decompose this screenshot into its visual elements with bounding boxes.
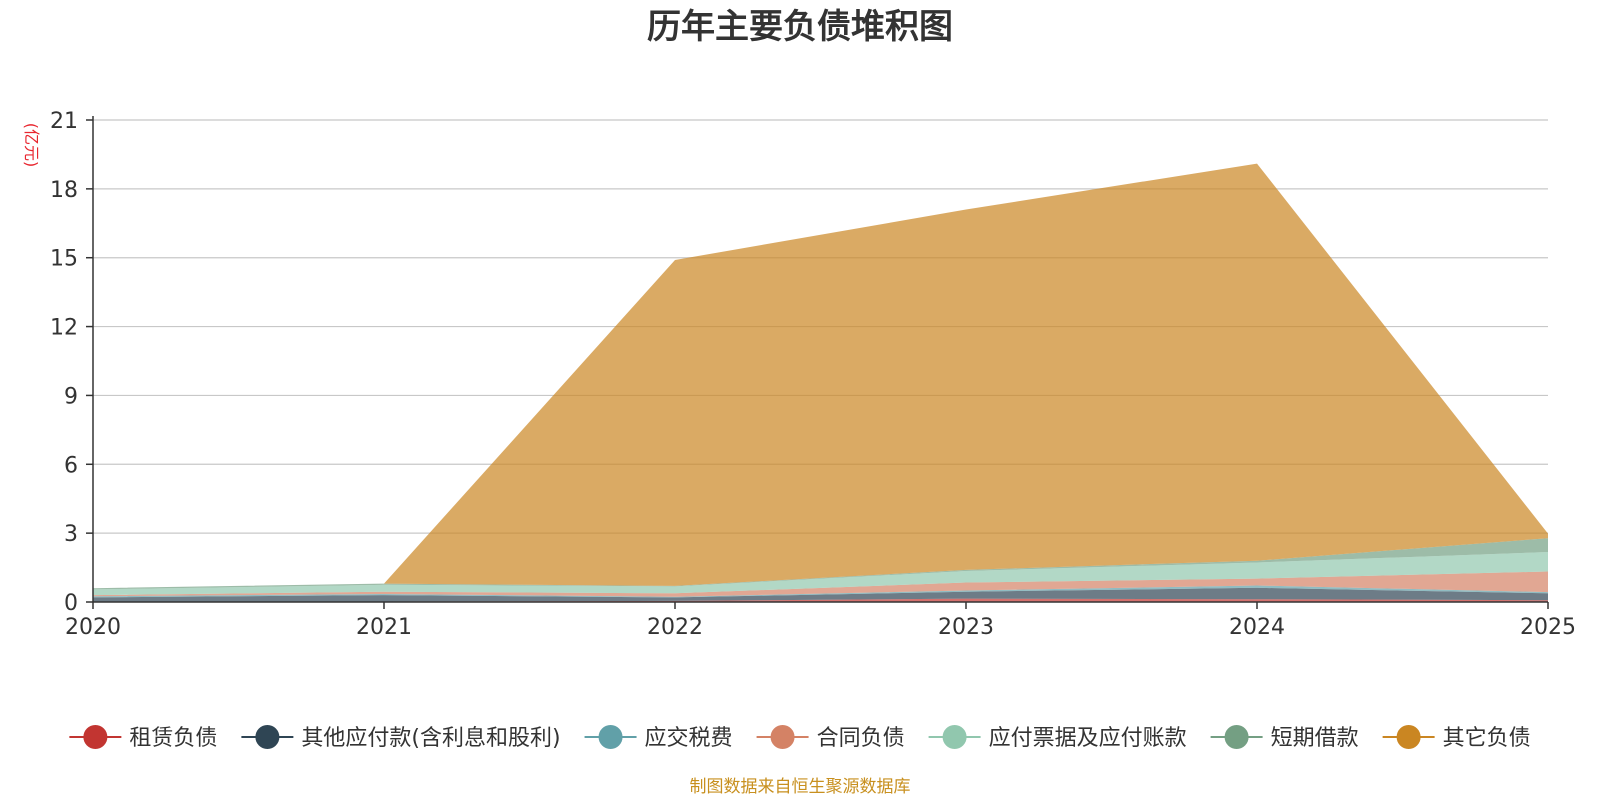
legend-marker-icon	[770, 725, 795, 749]
area-series-4	[93, 552, 1548, 596]
y-tick-label: 9	[64, 384, 78, 409]
legend-label: 合同负债	[817, 726, 905, 751]
x-tick-label: 2022	[647, 615, 703, 640]
area-series-6	[93, 163, 1548, 589]
y-tick-label: 18	[50, 178, 78, 203]
legend-marker-icon	[83, 725, 108, 749]
y-tick-label: 3	[64, 522, 78, 547]
y-tick-label: 0	[64, 591, 78, 616]
axes: 0 3 6 9 12 15 18 21 2020 2021 2022 2023 2024 2025	[50, 109, 1576, 640]
area-series-3	[93, 571, 1548, 597]
y-axis-unit-label: (亿元)	[22, 123, 41, 168]
y-tick-label: 12	[50, 316, 78, 341]
legend-marker-icon	[1224, 725, 1249, 749]
chart-title: 历年主要负债堆积图	[647, 7, 953, 47]
legend: 租赁负债 其他应付款(含利息和股利) 应交税费 合同负债 应付票据及应付账款 短期借款 其它…	[69, 725, 1531, 751]
legend-marker-icon	[1396, 725, 1421, 749]
x-tick-label: 2025	[1520, 615, 1576, 640]
data-source-note: 制图数据来自恒生聚源数据库	[690, 777, 911, 797]
legend-marker-icon	[255, 725, 280, 749]
legend-item-0[interactable]: 租赁负债	[69, 725, 217, 751]
legend-label: 短期借款	[1271, 726, 1359, 751]
legend-label: 应交税费	[645, 726, 733, 751]
legend-label: 租赁负债	[129, 726, 217, 751]
legend-item-2[interactable]: 应交税费	[584, 725, 733, 751]
legend-label: 其他应付款(含利息和股利)	[301, 726, 560, 751]
area-series-0	[93, 598, 1548, 602]
area-series-1	[93, 587, 1548, 602]
x-tick-label: 2023	[938, 615, 994, 640]
legend-label: 应付票据及应付账款	[989, 726, 1187, 751]
y-tick-label: 6	[64, 453, 78, 478]
x-tick-label: 2021	[356, 615, 412, 640]
area-series-2	[93, 585, 1548, 598]
y-tick-label: 15	[50, 247, 78, 272]
legend-item-1[interactable]: 其他应付款(含利息和股利)	[241, 725, 561, 751]
y-tick-label: 21	[50, 109, 78, 134]
legend-marker-icon	[942, 725, 967, 749]
area-series-group	[93, 163, 1548, 602]
x-tick-label: 2024	[1229, 615, 1285, 640]
legend-item-5[interactable]: 短期借款	[1210, 725, 1359, 751]
legend-item-6[interactable]: 其它负债	[1382, 725, 1531, 751]
legend-item-4[interactable]: 应付票据及应付账款	[928, 725, 1187, 751]
legend-marker-icon	[598, 725, 623, 749]
legend-item-3[interactable]: 合同负债	[756, 725, 905, 751]
legend-label: 其它负债	[1443, 726, 1531, 751]
x-tick-label: 2020	[65, 615, 121, 640]
